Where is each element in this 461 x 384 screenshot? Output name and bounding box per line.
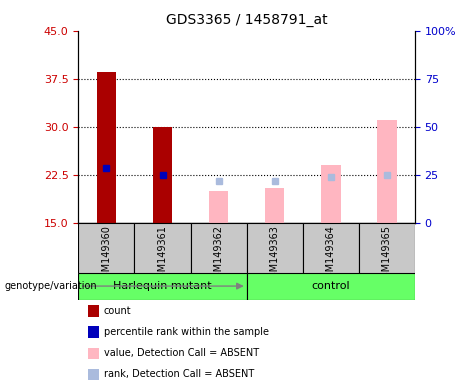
Text: count: count <box>104 306 131 316</box>
Text: GSM149360: GSM149360 <box>101 225 112 284</box>
Bar <box>377 120 396 223</box>
Text: GSM149364: GSM149364 <box>326 225 336 284</box>
Text: value, Detection Call = ABSENT: value, Detection Call = ABSENT <box>104 348 259 358</box>
Text: Harlequin mutant: Harlequin mutant <box>113 281 212 291</box>
Bar <box>190 223 247 273</box>
Text: control: control <box>312 281 350 291</box>
Bar <box>265 187 284 223</box>
Bar <box>247 273 415 300</box>
Bar <box>78 223 135 273</box>
Title: GDS3365 / 1458791_at: GDS3365 / 1458791_at <box>166 13 327 27</box>
Bar <box>97 72 116 223</box>
Text: rank, Detection Call = ABSENT: rank, Detection Call = ABSENT <box>104 369 254 379</box>
Text: genotype/variation: genotype/variation <box>5 281 97 291</box>
Bar <box>153 127 172 223</box>
Bar <box>209 191 228 223</box>
Text: percentile rank within the sample: percentile rank within the sample <box>104 327 269 337</box>
Bar <box>303 223 359 273</box>
Bar <box>321 165 341 223</box>
Bar <box>247 223 303 273</box>
Bar <box>135 223 190 273</box>
Text: GSM149365: GSM149365 <box>382 225 392 284</box>
Text: GSM149363: GSM149363 <box>270 225 280 284</box>
Bar <box>78 273 247 300</box>
Text: GSM149361: GSM149361 <box>158 225 167 284</box>
Text: GSM149362: GSM149362 <box>213 225 224 284</box>
Bar <box>359 223 415 273</box>
